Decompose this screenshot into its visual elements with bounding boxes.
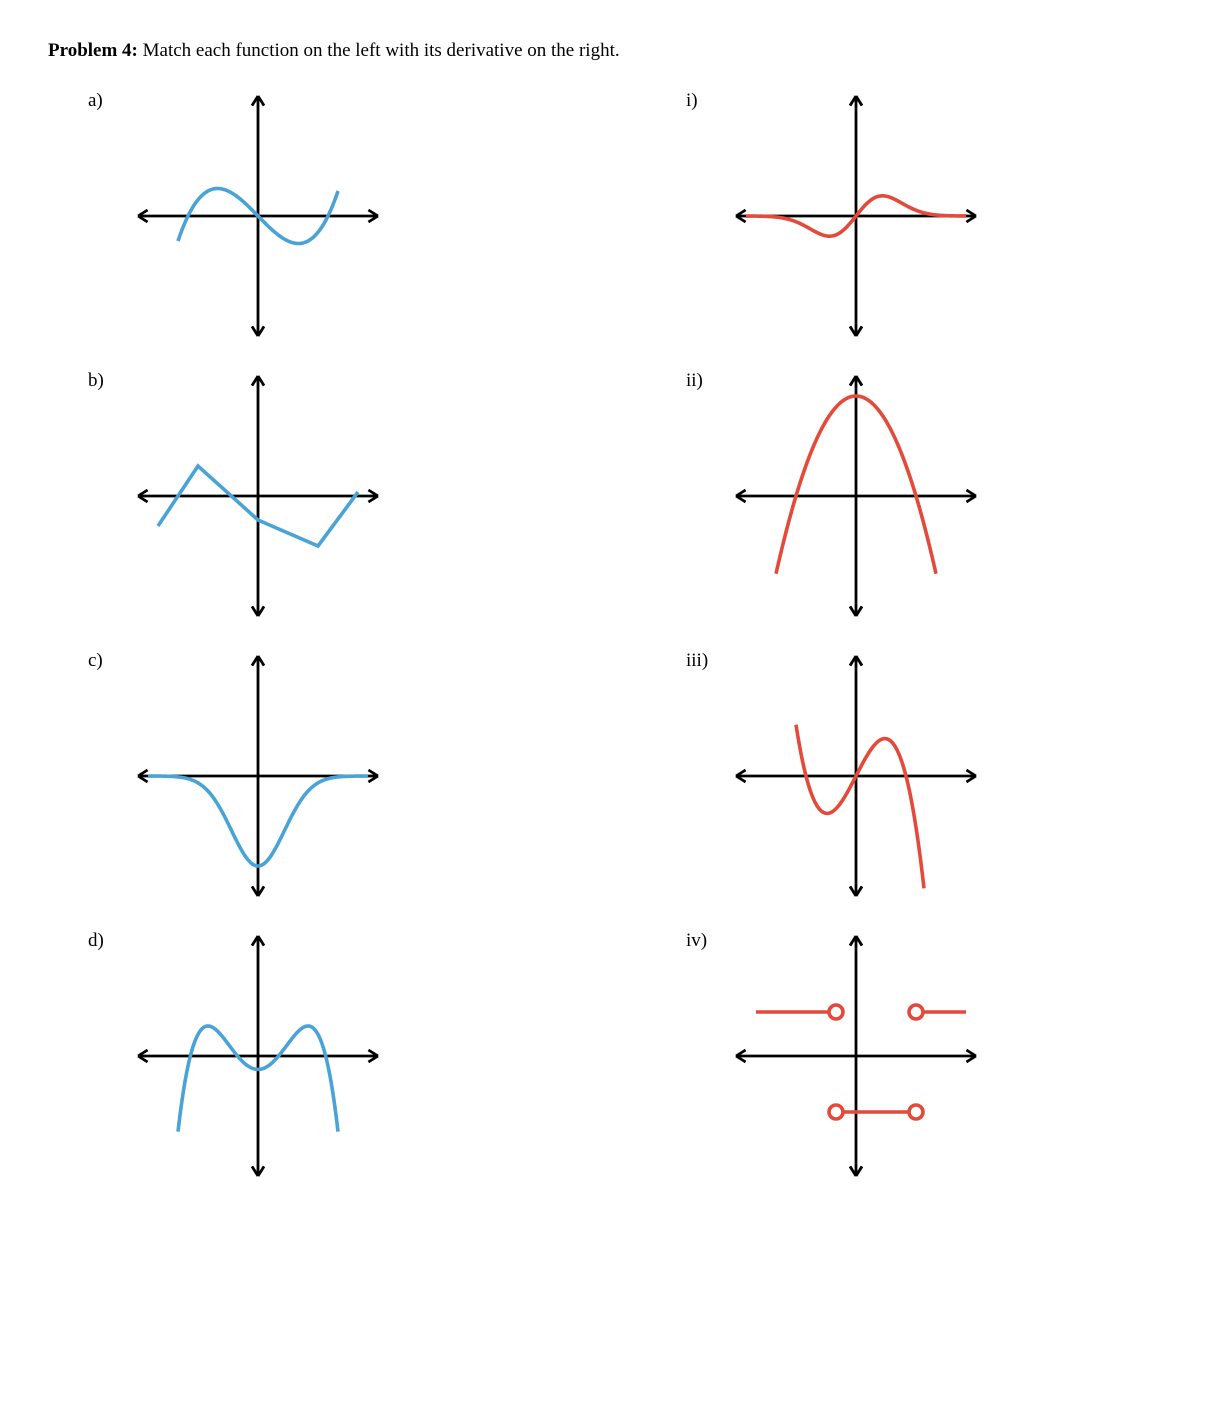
plot-label-iii: iii) (686, 646, 726, 672)
plot-label-i: i) (686, 86, 726, 112)
plot-cell-a: a) (88, 86, 566, 346)
plot-label-iv: iv) (686, 926, 726, 952)
plot-grid: a) i) b) ii) c) iii) d) iv) (48, 86, 1164, 1186)
plot-label-d: d) (88, 926, 128, 952)
plot-cell-d: d) (88, 926, 566, 1186)
plot-c (128, 646, 388, 906)
plot-a (128, 86, 388, 346)
problem-text: Match each function on the left with its… (138, 40, 620, 61)
problem-title: Problem 4: Match each function on the le… (48, 40, 1164, 62)
plot-cell-iii: iii) (686, 646, 1164, 906)
plot-ii (726, 366, 986, 626)
plot-iii (726, 646, 986, 906)
plot-cell-ii: ii) (686, 366, 1164, 626)
problem-label: Problem 4: (48, 40, 138, 61)
plot-label-b: b) (88, 366, 128, 392)
plot-cell-c: c) (88, 646, 566, 906)
plot-cell-b: b) (88, 366, 566, 626)
plot-b (128, 366, 388, 626)
plot-label-a: a) (88, 86, 128, 112)
plot-cell-i: i) (686, 86, 1164, 346)
plot-iv (726, 926, 986, 1186)
plot-label-ii: ii) (686, 366, 726, 392)
plot-label-c: c) (88, 646, 128, 672)
plot-d (128, 926, 388, 1186)
plot-cell-iv: iv) (686, 926, 1164, 1186)
plot-i (726, 86, 986, 346)
